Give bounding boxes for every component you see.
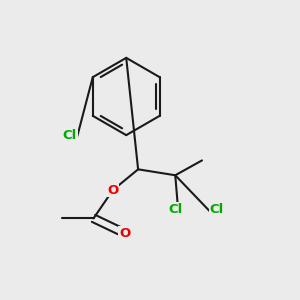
Text: Cl: Cl <box>210 203 224 216</box>
Text: Cl: Cl <box>63 129 77 142</box>
Text: Cl: Cl <box>168 203 182 216</box>
Text: O: O <box>107 184 118 196</box>
Text: O: O <box>119 227 130 240</box>
